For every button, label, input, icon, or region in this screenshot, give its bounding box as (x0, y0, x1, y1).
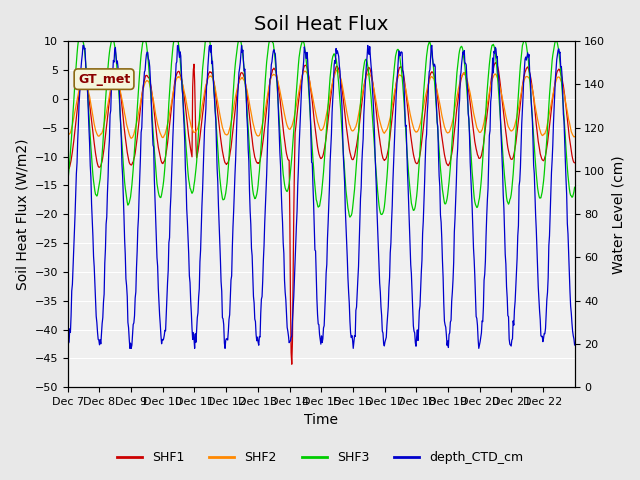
depth_CTD_cm (403, 146, 411, 152)
SHF3 (571, 184, 579, 190)
SHF2 (374, 112, 382, 118)
Line: SHF1: SHF1 (68, 63, 575, 364)
Line: SHF2: SHF2 (68, 70, 575, 138)
depth_CTD_cm (243, 113, 251, 119)
Text: GT_met: GT_met (78, 72, 130, 85)
Line: depth_CTD_cm: depth_CTD_cm (68, 46, 575, 348)
SHF2 (127, 135, 135, 141)
depth_CTD_cm (64, 344, 72, 349)
depth_CTD_cm (126, 346, 134, 351)
SHF1 (64, 167, 72, 172)
X-axis label: Time: Time (304, 413, 338, 427)
SHF3 (243, 95, 250, 100)
depth_CTD_cm (218, 288, 225, 294)
Title: Soil Heat Flux: Soil Heat Flux (254, 15, 388, 34)
Y-axis label: Water Level (cm): Water Level (cm) (611, 155, 625, 274)
SHF1 (288, 361, 296, 367)
SHF1 (403, 91, 410, 96)
SHF1 (374, 121, 381, 127)
SHF2 (124, 124, 131, 130)
SHF2 (262, 107, 269, 112)
SHF3 (64, 180, 72, 186)
SHF3 (346, 214, 354, 220)
SHF1 (216, 134, 224, 140)
SHF3 (74, 38, 82, 44)
depth_CTD_cm (262, 186, 270, 192)
SHF3 (217, 187, 225, 192)
SHF3 (124, 202, 132, 208)
depth_CTD_cm (571, 342, 579, 348)
SHF2 (243, 84, 250, 90)
SHF2 (571, 134, 579, 140)
SHF1 (571, 160, 579, 166)
Y-axis label: Soil Heat Flux (W/m2): Soil Heat Flux (W/m2) (15, 138, 29, 290)
SHF1 (242, 81, 250, 87)
SHF2 (64, 132, 72, 138)
SHF3 (403, 145, 411, 151)
SHF2 (403, 92, 411, 98)
depth_CTD_cm (124, 320, 132, 325)
SHF1 (492, 60, 500, 66)
SHF2 (334, 67, 342, 73)
SHF1 (124, 149, 131, 155)
SHF2 (217, 118, 225, 124)
SHF3 (262, 76, 269, 82)
Legend: SHF1, SHF2, SHF3, depth_CTD_cm: SHF1, SHF2, SHF3, depth_CTD_cm (112, 446, 528, 469)
SHF1 (261, 124, 269, 130)
depth_CTD_cm (80, 43, 88, 48)
SHF3 (374, 196, 382, 202)
Line: SHF3: SHF3 (68, 41, 575, 217)
depth_CTD_cm (374, 243, 382, 249)
